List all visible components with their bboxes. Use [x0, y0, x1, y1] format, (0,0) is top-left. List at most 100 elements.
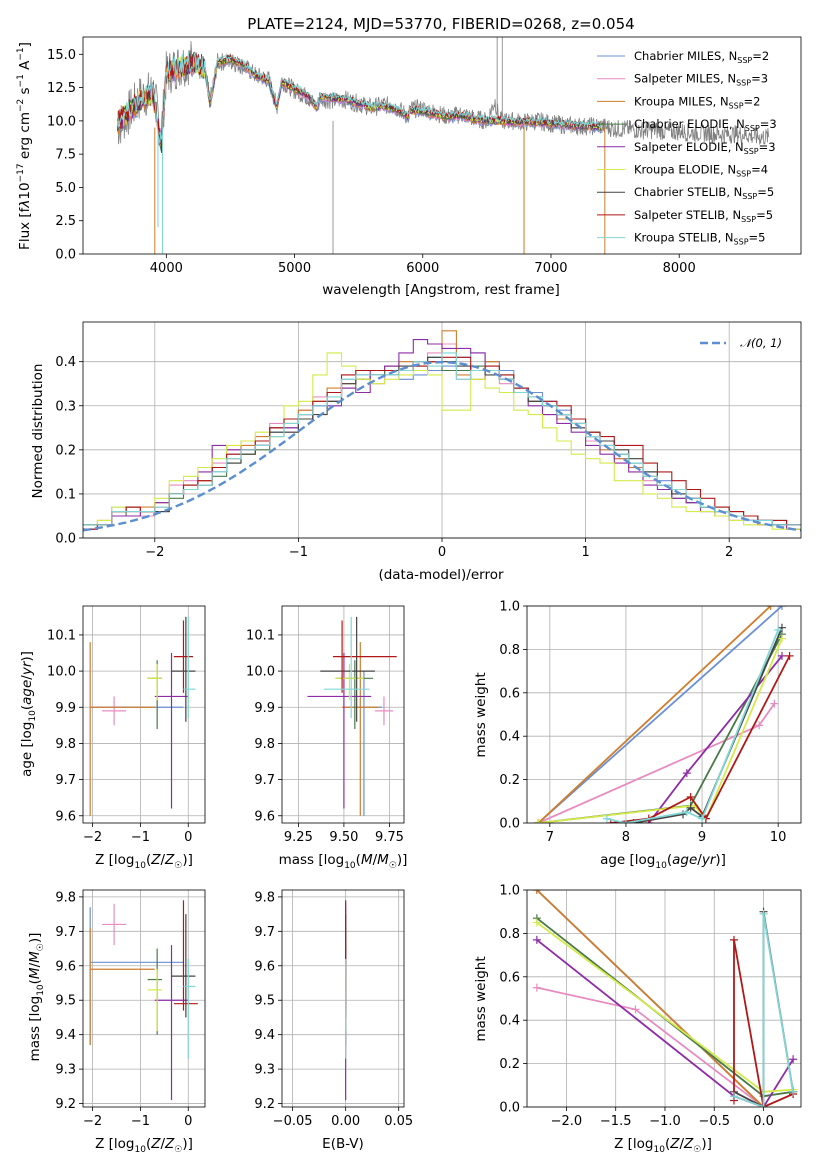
- age-vs-mass-panel: mass [log10(M/M☉)] 9.25 9.50 9.75 9.6 9.7 9.8…: [246, 605, 408, 871]
- legend-entry: Chabrier MILES, NSSP=2: [634, 49, 769, 65]
- series-layer: [89, 900, 198, 1101]
- x-tick-label: −0.5: [698, 1114, 730, 1129]
- series-layer: [83, 330, 801, 532]
- weight-series-line: [538, 703, 776, 823]
- mass-vs-metallicity-panel: Z [log10(Z/Z☉)] mass [log10(M/M☉)] −2 −1 0…: [27, 889, 206, 1155]
- legend-entry: Salpeter ELODIE, NSSP=3: [634, 140, 776, 156]
- weight-point-marker: [602, 814, 611, 823]
- series-layer: [117, 37, 770, 254]
- weight-series-line: [536, 890, 765, 1107]
- x-tick-label: 0.05: [384, 1114, 413, 1129]
- ageM-xlabel: mass [log10(M/M☉)]: [279, 852, 408, 871]
- y-tick-label: 1.0: [499, 600, 520, 615]
- x-tick-label: 0.00: [331, 1114, 360, 1129]
- series-layer: [534, 606, 794, 823]
- series-layer: [89, 616, 196, 816]
- massZ-ylabel: mass [log10(M/M☉)]: [27, 933, 46, 1062]
- x-tick-label: 7: [546, 830, 554, 845]
- weight-point-marker: [774, 625, 783, 634]
- legend-entry: Kroupa ELODIE, NSSP=4: [634, 163, 768, 179]
- plot-area: −2 −1 0 1 2 0.0 0.1 0.2 0.3 0.4 𝒩(0, 1): [55, 321, 802, 560]
- weight-series-line: [538, 638, 783, 823]
- weight-point-marker: [789, 1055, 798, 1064]
- y-tick-label: 9.8: [55, 890, 76, 905]
- y-tick-label: 0.2: [499, 1057, 520, 1072]
- weight-vs-age-panel: age [log10(age/yr)] mass weight 7 8 9 10 0.0…: [473, 600, 802, 871]
- x-tick-label: 9.50: [329, 830, 358, 845]
- axes-frame: [526, 889, 802, 1108]
- weight-point-marker: [766, 606, 775, 610]
- weight-point-marker: [777, 651, 786, 660]
- x-tick-label: −1: [289, 545, 308, 560]
- weight-point-marker: [686, 803, 695, 812]
- x-tick-label: −0.05: [273, 1114, 313, 1129]
- y-tick-label: 9.3: [254, 1063, 275, 1078]
- ageZ-xlabel: Z [log10(Z/Z☉)]: [95, 852, 193, 871]
- weight-series-line: [733, 913, 794, 1107]
- weight-point-marker: [785, 651, 794, 660]
- x-tick-label: −2.0: [551, 1114, 583, 1129]
- y-tick-label: 5.0: [55, 181, 76, 196]
- histogram-step-line: [83, 352, 801, 530]
- y-tick-label: 9.5: [254, 994, 275, 1009]
- spectrum-xlabel: wavelength [Angstrom, rest frame]: [322, 282, 560, 298]
- model-spectrum-line: [117, 53, 603, 153]
- ageZ-ylabel: age [log10(age/yr)]: [19, 651, 38, 777]
- axes-frame: [82, 36, 802, 255]
- y-tick-label: 15.0: [47, 48, 76, 63]
- y-tick-label: 9.9: [254, 701, 275, 716]
- x-tick-label: 1: [581, 545, 589, 560]
- y-tick-label: 9.5: [55, 994, 76, 1009]
- weight-point-marker: [686, 792, 695, 801]
- weight-point-marker: [789, 1087, 798, 1096]
- y-tick-label: 9.6: [55, 959, 76, 974]
- y-tick-label: 9.7: [254, 773, 275, 788]
- weight-series-line: [733, 939, 794, 1107]
- legend-entry: Chabrier STELIB, NSSP=5: [634, 185, 774, 201]
- y-tick-label: 0.2: [499, 773, 520, 788]
- y-tick-label: 0.1: [55, 487, 76, 502]
- wZ-ylabel: mass weight: [473, 956, 489, 1041]
- axes-frame: [281, 889, 405, 1108]
- massZ-xlabel: Z [log10(Z/Z☉)]: [95, 1136, 193, 1155]
- plot-area: −2 −1 0 9.2 9.3 9.4 9.5 9.6 9.7 9.8: [55, 889, 206, 1129]
- spectrum-legend: Chabrier MILES, NSSP=2 Salpeter MILES, NS…: [597, 49, 777, 247]
- model-spectrum-line: [117, 51, 603, 146]
- y-tick-label: 9.4: [55, 1028, 76, 1043]
- plot-area: 4000 5000 6000 7000 8000 0.0 2.5 5.0 7.5 10.0 12.5…: [47, 36, 802, 276]
- weight-point-marker: [777, 606, 786, 610]
- x-tick-label: 7000: [534, 261, 567, 276]
- age-vs-metallicity-panel: Z [log10(Z/Z☉)] age [log10(age/yr)] −2 −1…: [19, 605, 206, 871]
- y-tick-label: 0.3: [55, 399, 76, 414]
- y-tick-label: 0.8: [499, 643, 520, 658]
- y-tick-label: 9.4: [254, 1028, 275, 1043]
- x-tick-label: 0: [184, 1114, 192, 1129]
- weight-point-marker: [631, 1005, 640, 1014]
- x-tick-label: −1.5: [600, 1114, 632, 1129]
- plot-area: −2 −1 0 9.6 9.7 9.8 9.9 10.0 10.1: [47, 605, 206, 845]
- hist-ylabel: Normed distribution: [30, 364, 46, 499]
- wZ-xlabel: Z [log10(Z/Z☉)]: [614, 1136, 712, 1155]
- plot-area: 7 8 9 10 0.0 0.2 0.4 0.6 0.8 1.0: [499, 600, 802, 845]
- figure-title: PLATE=2124, MJD=53770, FIBERID=0268, z=0…: [247, 15, 634, 33]
- y-tick-label: 0.4: [55, 355, 76, 370]
- legend-entry: Salpeter MILES, NSSP=3: [634, 72, 768, 88]
- y-tick-label: 9.7: [254, 925, 275, 940]
- massE-xlabel: E(B-V): [322, 1136, 364, 1152]
- y-tick-label: 0.0: [499, 1101, 520, 1116]
- y-tick-label: 9.2: [254, 1097, 275, 1112]
- y-tick-label: 1.0: [499, 884, 520, 899]
- y-tick-label: 12.5: [47, 81, 76, 96]
- weight-point-marker: [770, 699, 779, 708]
- y-tick-label: 10.0: [246, 665, 275, 680]
- legend-entry: Salpeter STELIB, NSSP=5: [634, 208, 773, 224]
- weight-point-marker: [777, 623, 786, 632]
- y-tick-label: 9.7: [55, 773, 76, 788]
- y-tick-label: 9.8: [55, 737, 76, 752]
- series-layer: [532, 890, 798, 1107]
- weight-point-marker: [729, 935, 738, 944]
- x-tick-label: 8: [622, 830, 630, 845]
- weight-series-line: [536, 986, 765, 1107]
- x-tick-label: 9.25: [284, 830, 313, 845]
- x-tick-label: 0: [438, 545, 446, 560]
